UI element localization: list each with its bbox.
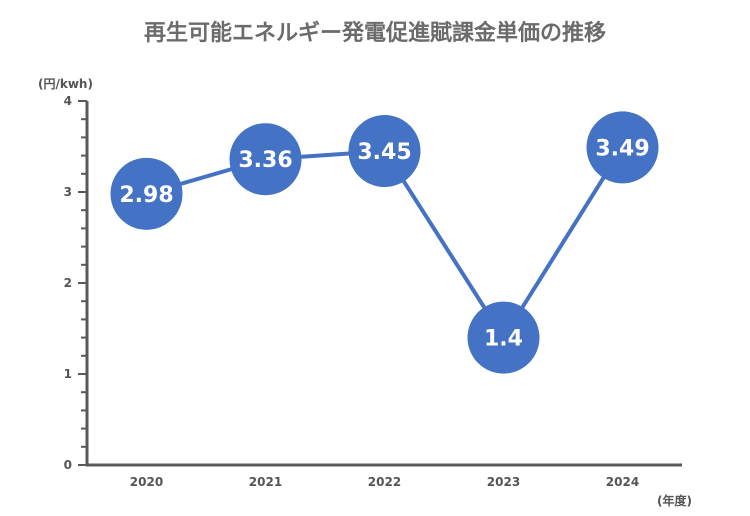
data-point-marker [229,123,302,196]
chart-title: 再生可能エネルギー発電促進賦課金単価の推移 [144,20,606,46]
data-label: 3.36 [238,148,292,173]
data-label: 3.45 [357,140,411,165]
x-category-label: 2020 [130,475,163,489]
data-label: 1.4 [484,327,523,352]
data-label: 2.98 [119,183,173,208]
y-tick-label: 1 [64,367,72,381]
y-tick-label: 4 [64,94,72,108]
data-point-marker [110,157,183,230]
y-tick-label: 2 [64,276,72,290]
x-axis-categories: 2020 2021 2022 2023 2024 [130,475,639,489]
x-category-label: 2024 [606,475,639,489]
y-tick-label: 3 [64,185,72,199]
x-category-label: 2023 [487,475,520,489]
data-point-marker [467,301,540,374]
data-points: 2.98 3.36 3.45 1.4 3.49 [110,111,659,374]
x-category-label: 2021 [249,475,282,489]
x-category-label: 2022 [368,475,401,489]
data-point-marker [586,111,659,184]
y-axis-unit-label: (円/kwh) [38,77,93,91]
data-point-marker [348,115,421,188]
y-axis-ticks: 0 1 2 3 4 [64,94,87,472]
y-tick-label: 0 [64,458,72,472]
data-label: 3.49 [595,136,649,161]
x-axis-unit-label: (年度) [657,493,692,508]
